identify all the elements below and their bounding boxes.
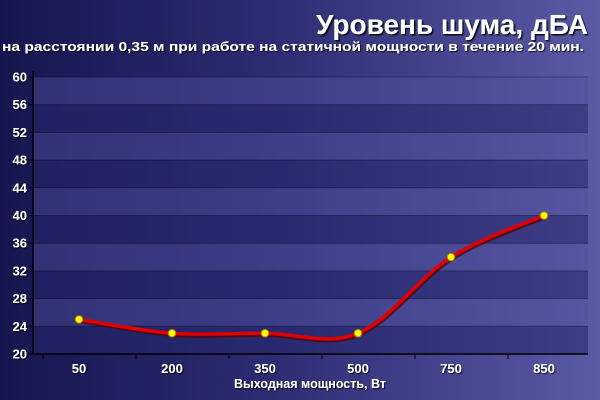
plot-background-bands [33,77,588,354]
series-layer [74,211,549,343]
x-tick-label: 200 [161,361,183,376]
plot-band [33,132,588,161]
plot-band [33,187,588,216]
plot-band [33,270,588,299]
y-tick-label: 44 [13,180,28,195]
y-tick-label: 40 [13,208,27,223]
y-tick-label: 20 [13,347,27,362]
plot-band [33,243,588,271]
data-point-marker [353,328,363,338]
series-line [77,213,546,341]
x-tick-label: 500 [347,361,369,376]
data-point-marker [539,211,549,220]
x-axis-label: Выходная мощность, Вт [234,377,386,391]
plot-band [33,298,588,327]
chart-subtitle: на расстоянии 0,35 м при работе на стати… [2,40,584,54]
plot-band [33,77,588,105]
axes [29,71,588,359]
x-tick-label: 850 [533,361,555,376]
y-tick-label: 48 [13,153,27,168]
data-point-marker [446,252,456,262]
y-tick-label: 52 [13,125,27,140]
plot-band [33,104,588,133]
y-tick-label: 32 [13,263,27,278]
x-tick-label: 350 [254,361,276,376]
y-tick-label: 60 [13,70,27,85]
y-tick-label: 28 [13,291,27,306]
y-tick-label: 56 [13,97,27,112]
data-point-marker [74,315,84,324]
chart-title: Уровень шума, дБА [316,9,588,40]
y-tick-label: 24 [13,319,28,334]
data-point-marker [167,328,177,338]
x-tick-label: 50 [72,361,86,376]
plot-band [33,160,588,188]
y-axis-tick-labels: 20 24 28 32 36 40 44 48 52 56 60 [13,70,28,362]
x-tick-label: 750 [440,361,462,376]
x-axis-tick-labels: 50 200 350 500 750 850 [72,361,555,376]
y-tick-label: 36 [13,236,27,251]
data-point-marker [260,328,270,338]
